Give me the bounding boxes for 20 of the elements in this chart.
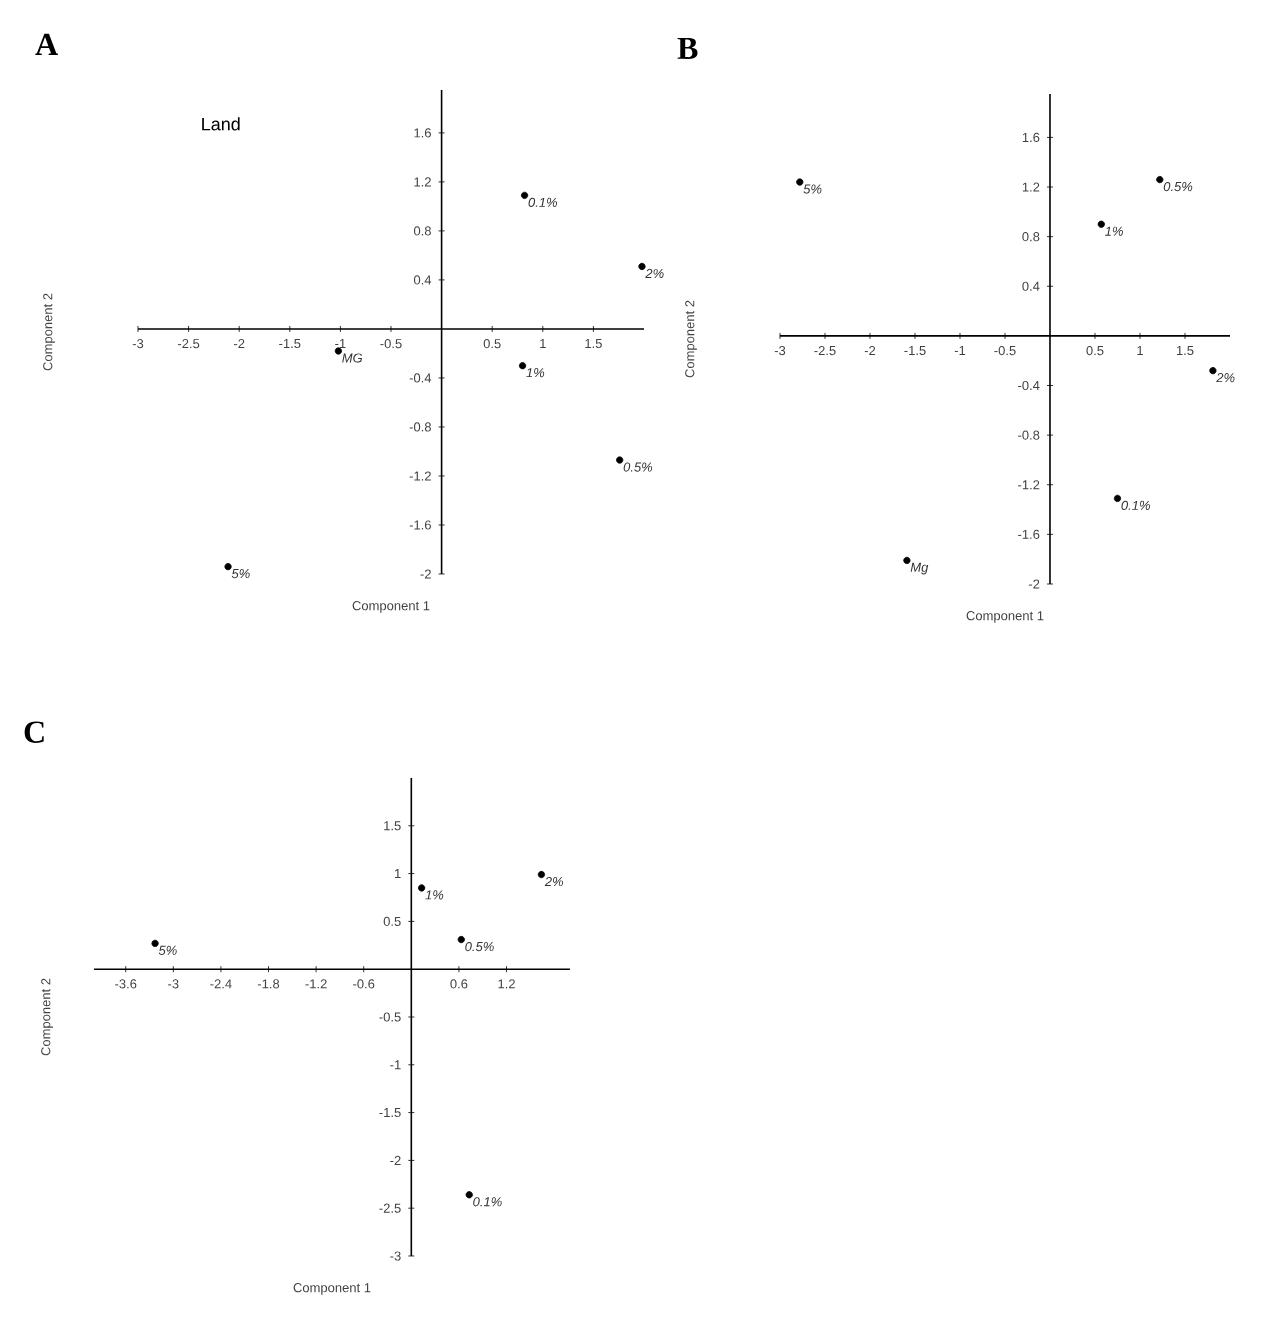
point [616, 456, 624, 464]
annotation: Land [202, 117, 240, 131]
point [1209, 367, 1217, 375]
point [638, 262, 646, 271]
point [465, 1191, 473, 1199]
point [224, 563, 232, 571]
chart-title: B [677, 37, 698, 59]
chart-title: C [24, 721, 44, 743]
point [1156, 175, 1164, 184]
point [796, 178, 804, 186]
point [1113, 494, 1122, 502]
chart-title: A [35, 33, 58, 55]
point [418, 884, 426, 892]
point [457, 935, 465, 944]
point [151, 939, 159, 947]
point [520, 191, 529, 199]
point [518, 362, 527, 370]
point [903, 556, 911, 565]
point [1097, 220, 1105, 228]
point [537, 870, 546, 879]
